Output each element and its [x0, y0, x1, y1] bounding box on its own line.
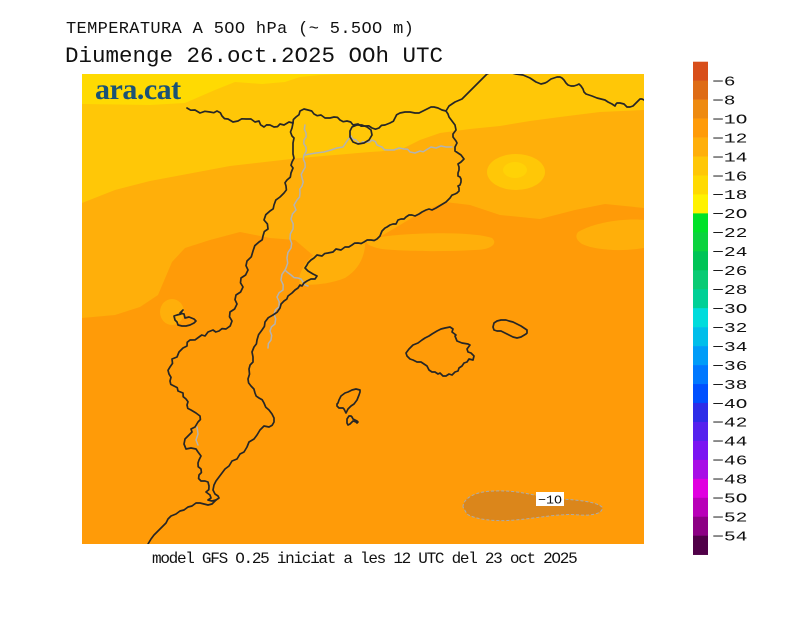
svg-text:−48: −48: [712, 474, 748, 489]
svg-text:−42: −42: [712, 417, 748, 432]
svg-text:−32: −32: [712, 322, 748, 337]
svg-text:−26: −26: [712, 265, 748, 280]
svg-text:−36: −36: [712, 360, 748, 375]
svg-text:−6: −6: [712, 75, 736, 90]
svg-text:−5O: −5O: [712, 493, 748, 508]
svg-text:−12: −12: [712, 132, 748, 147]
svg-text:−44: −44: [712, 436, 748, 451]
svg-text:−28: −28: [712, 284, 748, 299]
svg-text:−54: −54: [712, 531, 748, 546]
svg-text:−22: −22: [712, 227, 748, 242]
svg-text:−18: −18: [712, 189, 748, 204]
svg-text:−38: −38: [712, 379, 748, 394]
svg-text:−1O: −1O: [538, 494, 562, 508]
svg-text:−3O: −3O: [712, 303, 748, 318]
svg-text:−52: −52: [712, 512, 748, 527]
svg-text:−2O: −2O: [712, 208, 748, 223]
svg-text:−46: −46: [712, 455, 748, 470]
svg-text:−34: −34: [712, 341, 748, 356]
svg-text:−4O: −4O: [712, 398, 748, 413]
svg-text:−1O: −1O: [712, 113, 748, 128]
svg-text:−16: −16: [712, 170, 748, 185]
svg-text:−24: −24: [712, 246, 748, 261]
svg-text:−14: −14: [712, 151, 748, 166]
svg-text:−8: −8: [712, 94, 736, 109]
